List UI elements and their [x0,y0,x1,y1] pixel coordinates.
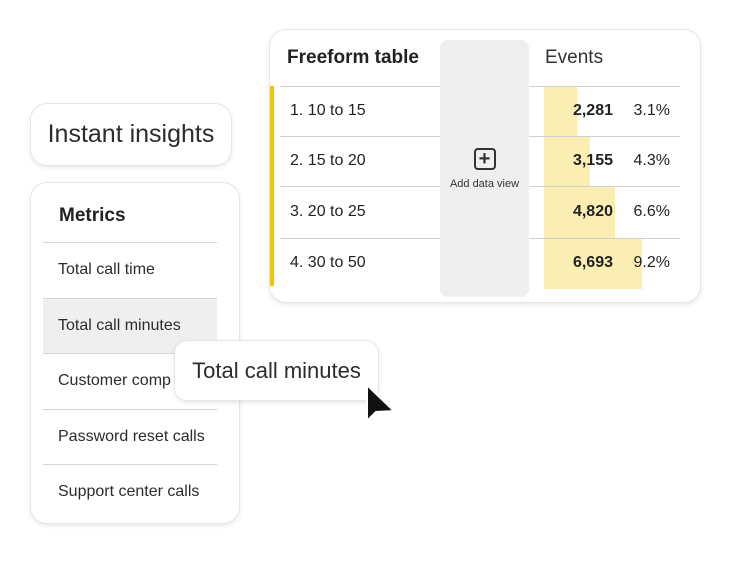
metrics-list: Total call time Total call minutes Custo… [43,242,217,520]
table-row[interactable]: 1. 10 to 15 2,281 3.1% [280,86,680,137]
value-bar [544,137,590,187]
metric-item[interactable]: Password reset calls [43,408,217,465]
table-row[interactable]: 3. 20 to 25 4,820 6.6% [280,186,680,239]
value-bar [544,239,642,289]
plus-icon[interactable]: + [473,147,496,170]
freeform-table: Freeform table Events 1. 10 to 15 2,281 3.… [270,30,700,302]
value-bar [544,187,615,239]
row-percent: 3.1% [633,102,670,119]
row-value: 3,155 [572,152,613,169]
instant-insights-label: Instant insights [47,120,215,148]
row-label: 2. 15 to 20 [290,152,366,169]
metric-item[interactable]: Customer comp [43,353,217,409]
row-value: 4,820 [572,203,613,220]
instant-insights-card[interactable]: Instant insights [31,104,231,165]
add-data-view-label: Add data view [449,177,520,190]
row-label: 1. 10 to 15 [290,102,366,119]
row-label: 4. 30 to 50 [290,254,366,271]
row-percent: 9.2% [633,254,670,271]
drag-tooltip-label: Total call minutes [192,357,361,383]
table-title: Freeform table [287,47,419,68]
value-bar [544,87,577,137]
metric-item[interactable]: Support center calls [43,464,217,520]
row-value: 6,693 [572,254,613,271]
drag-tooltip: Total call minutes [175,341,378,400]
row-percent: 6.6% [633,203,670,220]
row-value: 2,281 [572,102,613,119]
metric-item[interactable]: Total call time [43,242,217,298]
column-header-events[interactable]: Events [545,47,604,68]
mouse-pointer-icon [366,383,397,424]
metrics-title: Metrics [59,205,126,226]
row-label: 3. 20 to 25 [290,203,366,220]
table-row[interactable]: 4. 30 to 50 6,693 9.2% [280,238,680,289]
row-percent: 4.3% [633,152,670,169]
selection-accent-bar [270,86,274,286]
add-data-view-dropzone[interactable]: + Add data view [440,40,529,297]
